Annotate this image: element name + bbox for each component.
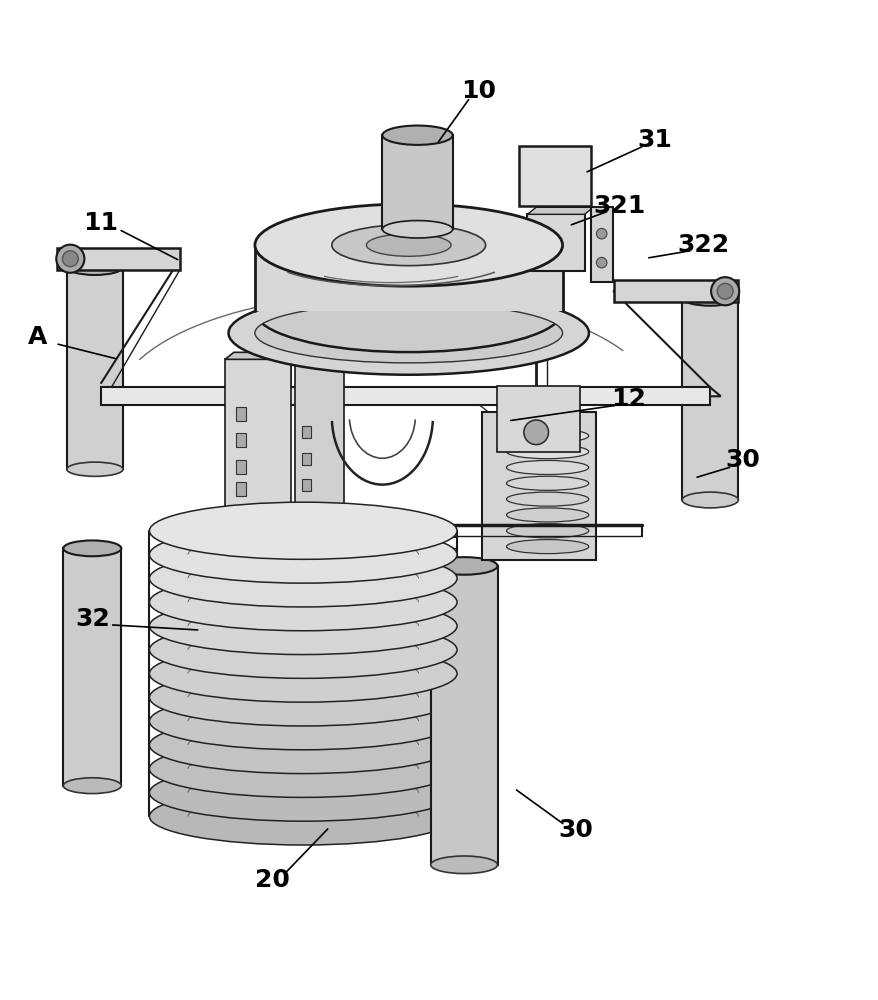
Polygon shape	[101, 387, 720, 396]
Text: 20: 20	[255, 868, 290, 892]
Polygon shape	[430, 566, 497, 865]
Ellipse shape	[63, 778, 121, 794]
Ellipse shape	[430, 557, 497, 575]
Polygon shape	[211, 509, 378, 605]
Bar	[518, 146, 590, 206]
Ellipse shape	[506, 540, 588, 554]
Circle shape	[62, 251, 78, 267]
Ellipse shape	[149, 693, 457, 750]
Ellipse shape	[228, 291, 588, 375]
Ellipse shape	[382, 221, 452, 238]
Ellipse shape	[681, 492, 738, 508]
Circle shape	[595, 257, 606, 268]
Bar	[590, 207, 612, 282]
Bar	[235, 482, 246, 496]
Text: 322: 322	[676, 233, 729, 257]
Ellipse shape	[149, 621, 457, 678]
Polygon shape	[57, 248, 180, 270]
Polygon shape	[225, 352, 299, 359]
Text: 10: 10	[461, 79, 496, 103]
Polygon shape	[295, 364, 343, 504]
Ellipse shape	[149, 502, 457, 559]
Bar	[235, 407, 246, 421]
Ellipse shape	[149, 645, 457, 702]
Bar	[527, 214, 584, 271]
Ellipse shape	[255, 303, 562, 363]
Bar	[235, 433, 246, 447]
Text: 30: 30	[558, 818, 593, 842]
Ellipse shape	[506, 460, 588, 475]
Ellipse shape	[506, 492, 588, 506]
Ellipse shape	[63, 540, 121, 556]
Ellipse shape	[506, 476, 588, 490]
Ellipse shape	[67, 462, 123, 476]
Ellipse shape	[506, 508, 588, 522]
Circle shape	[595, 228, 606, 239]
Text: A: A	[28, 325, 47, 349]
Polygon shape	[101, 387, 709, 405]
Ellipse shape	[506, 445, 588, 459]
Polygon shape	[481, 412, 595, 560]
Text: 321: 321	[593, 194, 645, 218]
Text: 30: 30	[724, 448, 759, 472]
Ellipse shape	[149, 740, 457, 797]
Polygon shape	[255, 245, 562, 311]
Ellipse shape	[430, 856, 497, 874]
Bar	[235, 460, 246, 474]
Ellipse shape	[382, 126, 452, 145]
Ellipse shape	[255, 204, 562, 286]
Ellipse shape	[67, 259, 123, 275]
Circle shape	[56, 245, 84, 273]
Text: 11: 11	[83, 211, 119, 235]
Circle shape	[240, 538, 278, 576]
Ellipse shape	[149, 526, 457, 583]
Text: 31: 31	[637, 128, 672, 152]
Ellipse shape	[332, 225, 485, 266]
Circle shape	[303, 557, 329, 584]
Polygon shape	[67, 267, 123, 469]
Text: 32: 32	[75, 607, 110, 631]
Ellipse shape	[149, 788, 457, 845]
Polygon shape	[225, 359, 291, 511]
Ellipse shape	[681, 290, 738, 306]
Bar	[302, 479, 311, 491]
Ellipse shape	[149, 550, 457, 607]
Polygon shape	[613, 280, 738, 302]
Ellipse shape	[149, 669, 457, 726]
Text: 12: 12	[610, 387, 645, 411]
Ellipse shape	[506, 429, 588, 443]
Polygon shape	[63, 548, 121, 786]
Polygon shape	[496, 386, 579, 452]
Circle shape	[716, 283, 732, 299]
Polygon shape	[527, 207, 593, 214]
Bar	[302, 426, 311, 438]
Ellipse shape	[506, 524, 588, 538]
Polygon shape	[382, 135, 452, 229]
Ellipse shape	[149, 574, 457, 631]
Ellipse shape	[366, 234, 450, 256]
Circle shape	[710, 277, 738, 305]
Polygon shape	[681, 298, 738, 500]
Bar	[302, 453, 311, 465]
Ellipse shape	[149, 716, 457, 774]
Ellipse shape	[149, 764, 457, 821]
Ellipse shape	[149, 597, 457, 655]
Circle shape	[523, 420, 548, 445]
